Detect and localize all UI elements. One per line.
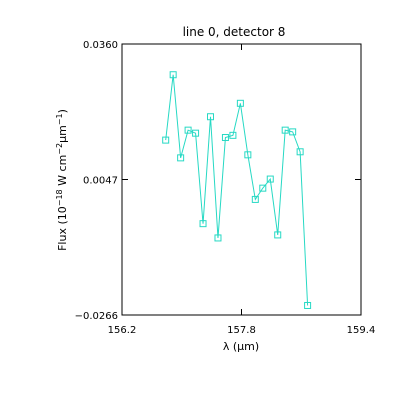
x-axis-label: λ (μm) [223, 340, 259, 353]
data-point [229, 131, 237, 139]
data-point [169, 71, 177, 79]
data-point [259, 184, 267, 192]
data-point [236, 99, 244, 107]
y-axis-label: Flux (10−18 W cm−2μm−1) [55, 109, 70, 251]
data-point [289, 128, 297, 136]
data-point [266, 175, 274, 183]
x-tick-label: 156.2 [108, 325, 137, 336]
y-tick-label: 0.0360 [83, 40, 118, 51]
chart-title: line 0, detector 8 [183, 25, 286, 39]
y-tick-label: 0.0047 [83, 176, 118, 187]
data-point [221, 134, 229, 142]
y-label-exponent: −2 [55, 143, 64, 155]
data-point [251, 195, 259, 203]
data-point [274, 231, 282, 239]
data-point [296, 148, 304, 156]
data-point [177, 154, 185, 162]
y-label-exponent: −18 [55, 189, 64, 206]
x-tick-label: 159.4 [347, 325, 376, 336]
y-label-exponent: −1 [55, 113, 64, 125]
series-line [165, 74, 309, 306]
y-label-text: Flux (10 [56, 206, 69, 251]
x-tick-label: 157.8 [227, 325, 256, 336]
data-point [207, 113, 215, 121]
data-point [199, 220, 207, 228]
y-label-text: ) [56, 109, 69, 113]
data-point [281, 126, 289, 134]
data-point [184, 126, 192, 134]
data-point [304, 301, 312, 309]
y-label-text: μm [56, 125, 69, 143]
y-label-text: W cm [56, 155, 69, 190]
data-point [214, 234, 222, 242]
data-point [192, 129, 200, 137]
data-point [244, 151, 252, 159]
data-point [162, 136, 170, 144]
data-series [162, 71, 312, 309]
y-tick-label: −0.0266 [75, 311, 118, 322]
axes: 156.2 157.8 159.4 −0.0266 0.0047 0.0360 [75, 40, 376, 336]
